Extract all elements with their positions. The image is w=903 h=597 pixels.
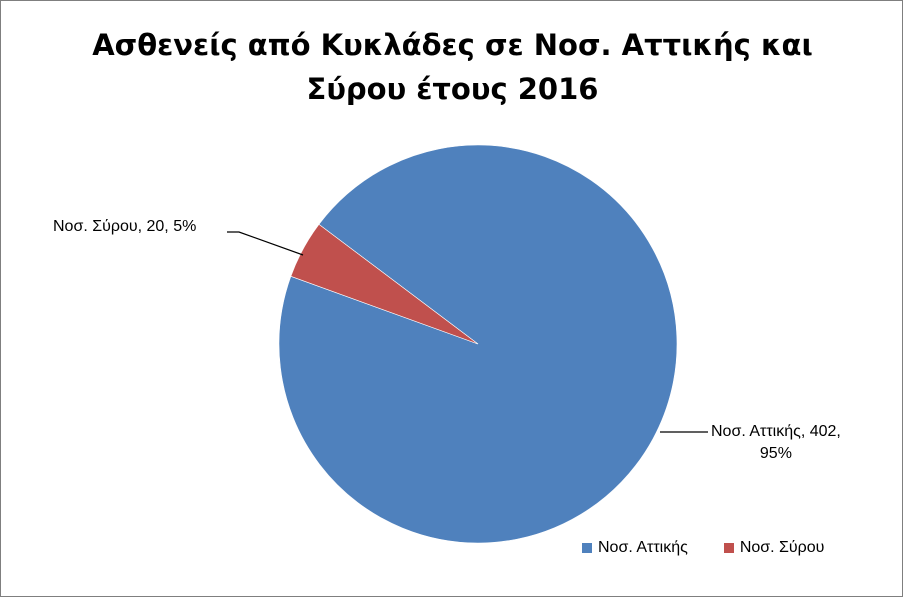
legend-entry-syrou: Νοσ. Σύρου <box>723 539 825 557</box>
leader-line-syrou <box>227 231 304 256</box>
legend-label-attikis: Νοσ. Αττικής <box>598 539 688 556</box>
chart-title-line-2: Σύρου έτους 2016 <box>306 72 599 106</box>
data-label-attikis-line-2: 95% <box>759 445 792 462</box>
legend-swatch-attikis <box>582 543 592 553</box>
data-label-syrou: Νοσ. Σύρου, 20, 5% <box>53 218 197 235</box>
legend: Νοσ. Αττικής Νοσ. Σύρου <box>582 539 824 557</box>
legend-swatch-syrou <box>723 543 734 553</box>
data-label-attikis-line-1: Νοσ. Αττικής, 402, <box>711 423 841 440</box>
chart-title: Ασθενείς από Κυκλάδες σε Νοσ. Αττικής κα… <box>1 23 902 111</box>
legend-entry-attikis: Νοσ. Αττικής <box>582 539 688 557</box>
pie-slice-syrou <box>290 223 479 345</box>
chart-title-line-1: Ασθενείς από Κυκλάδες σε Νοσ. Αττικής κα… <box>92 28 813 62</box>
legend-label-syrou: Νοσ. Σύρου <box>739 539 825 556</box>
data-label-attikis: Νοσ. Αττικής, 402, 95% <box>711 421 841 465</box>
